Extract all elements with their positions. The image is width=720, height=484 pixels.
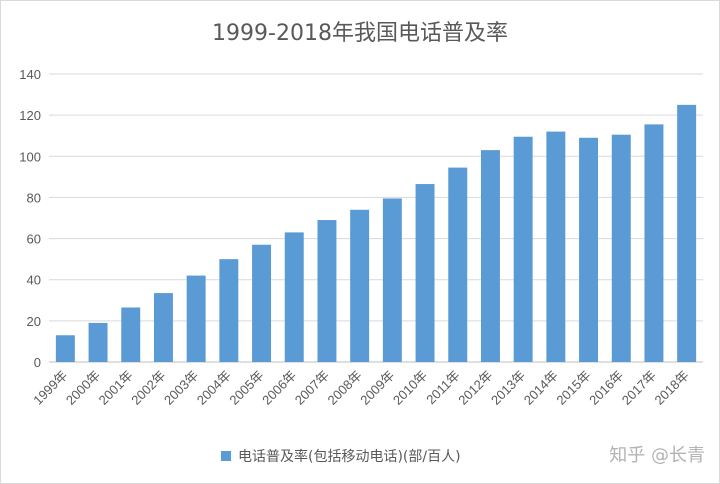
- bar: [480, 150, 500, 362]
- x-tick-label: 2009年: [357, 368, 397, 408]
- bar: [284, 232, 304, 362]
- y-tick-label: 100: [19, 149, 41, 164]
- x-tick-label: 2000年: [63, 368, 103, 408]
- bar: [448, 167, 468, 362]
- y-tick-label: 40: [27, 273, 41, 288]
- x-tick-label: 2010年: [390, 368, 430, 408]
- watermark: 知乎 @长青: [609, 445, 705, 466]
- y-tick-label: 120: [19, 108, 41, 123]
- x-tick-label: 2008年: [325, 368, 365, 408]
- bar: [382, 198, 402, 362]
- legend-label: 电话普及率(包括移动电话)(部/百人): [238, 449, 461, 465]
- x-tick-label: 2014年: [521, 368, 561, 408]
- x-tick-label: 2015年: [553, 368, 593, 408]
- bar: [317, 220, 337, 362]
- bar: [513, 136, 533, 362]
- x-tick-label: 2003年: [161, 368, 201, 408]
- chart-title: 1999-2018年我国电话普及率: [212, 21, 508, 46]
- x-tick-label: 2016年: [586, 368, 626, 408]
- x-tick-label: 2017年: [619, 368, 659, 408]
- bar: [546, 131, 566, 362]
- x-tick-label: 2007年: [292, 368, 332, 408]
- bar: [677, 104, 697, 362]
- bar: [350, 209, 370, 362]
- bar: [219, 259, 239, 362]
- x-tick-label: 2002年: [128, 368, 168, 408]
- bar: [252, 244, 272, 362]
- y-tick-label: 0: [34, 355, 41, 370]
- bar: [153, 293, 173, 362]
- x-tick-label: 2013年: [488, 368, 528, 408]
- x-tick-label: 2004年: [194, 368, 234, 408]
- bar: [88, 322, 108, 362]
- x-tick-label: 2012年: [455, 368, 495, 408]
- bar: [55, 335, 75, 362]
- y-tick-label: 80: [27, 190, 41, 205]
- legend-swatch: [221, 451, 231, 461]
- bar: [121, 307, 141, 362]
- bar: [579, 137, 599, 362]
- x-tick-label: 1999年: [30, 368, 70, 408]
- x-tick-label: 2011年: [423, 368, 463, 408]
- bar: [186, 275, 206, 362]
- y-tick-label: 140: [19, 67, 41, 82]
- bar: [415, 184, 435, 362]
- x-tick-label: 2006年: [259, 368, 299, 408]
- bar: [644, 124, 664, 363]
- x-tick-label: 2018年: [652, 368, 692, 408]
- y-tick-label: 60: [27, 232, 41, 247]
- y-tick-label: 20: [27, 314, 41, 329]
- x-tick-label: 2001年: [96, 368, 136, 408]
- legend: 电话普及率(包括移动电话)(部/百人): [221, 446, 461, 466]
- bar: [611, 134, 631, 362]
- x-tick-label: 2005年: [226, 368, 266, 408]
